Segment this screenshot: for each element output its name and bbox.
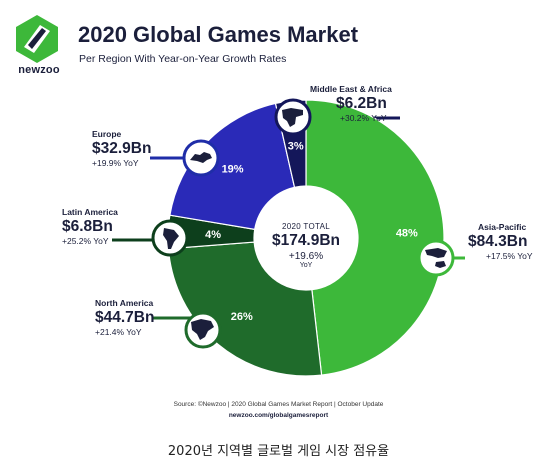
region-name: North America [95,298,154,308]
latin-america-share-label: 4% [205,229,221,241]
europe-slice [169,102,296,231]
image-caption: 2020년 지역별 글로벌 게임 시장 점유율 [167,444,390,459]
mea-map-icon [274,98,312,136]
region-yoy: +17.5% YoY [486,251,533,261]
region-name: Asia-Pacific [478,222,527,232]
region-value: $84.3Bn [468,233,528,250]
asia-pacific-share-label: 48% [396,227,418,239]
region-yoy: +21.4% YoY [95,327,142,337]
newzoo-logo-icon [16,15,58,63]
donut-hole [255,187,357,289]
region-value: $44.7Bn [95,309,155,326]
total-value: $174.9Bn [271,232,341,249]
north-america-map-icon [184,311,222,349]
infographic: newzoo 2020 Global Games Market Per Regi… [16,15,533,419]
logo-text: newzoo [18,64,60,76]
mea-label: Middle East & Africa $6.2Bn +30.2% YoY [310,84,392,123]
region-yoy: +30.2% YoY [340,113,387,123]
mea-share-label: 3% [288,141,304,153]
latin-america-map-icon [151,219,189,257]
total-growth-unit: YoY [299,262,313,269]
asia-pacific-label: Asia-Pacific $84.3Bn +17.5% YoY [468,222,533,261]
region-name: Europe [92,129,122,139]
footer-source: Source: ©Newzoo | 2020 Global Games Mark… [173,401,384,408]
europe-share-label: 19% [222,164,244,176]
region-name: Latin America [62,207,118,217]
total-growth: +19.6% [288,251,324,262]
europe-label: Europe $32.9Bn +19.9% YoY [92,129,151,168]
north-america-share-label: 26% [231,311,253,323]
asia-pacific-map-icon [417,239,455,277]
chart-title: 2020 Global Games Market [78,22,359,47]
north-america-label: North America $44.7Bn +21.4% YoY [95,298,154,337]
region-value: $6.8Bn [62,218,113,235]
footer-url: newzoo.com/globalgamesreport [228,412,329,419]
total-label: 2020 TOTAL [282,222,330,231]
asia-pacific-slice [305,99,445,376]
region-value: $32.9Bn [92,140,152,157]
chart-subtitle: Per Region With Year-on-Year Growth Rate… [79,53,287,65]
north-america-slice [167,241,323,377]
region-yoy: +19.9% YoY [92,158,139,168]
latin-america-label: Latin America $6.8Bn +25.2% YoY [62,207,118,246]
region-value: $6.2Bn [336,95,387,112]
donut-chart: 48% 26% 4% 19% 3% [112,98,465,377]
europe-map-icon [182,139,220,177]
region-name: Middle East & Africa [310,84,392,94]
region-yoy: +25.2% YoY [62,236,109,246]
center-total: 2020 TOTAL $174.9Bn +19.6% YoY [256,222,356,269]
